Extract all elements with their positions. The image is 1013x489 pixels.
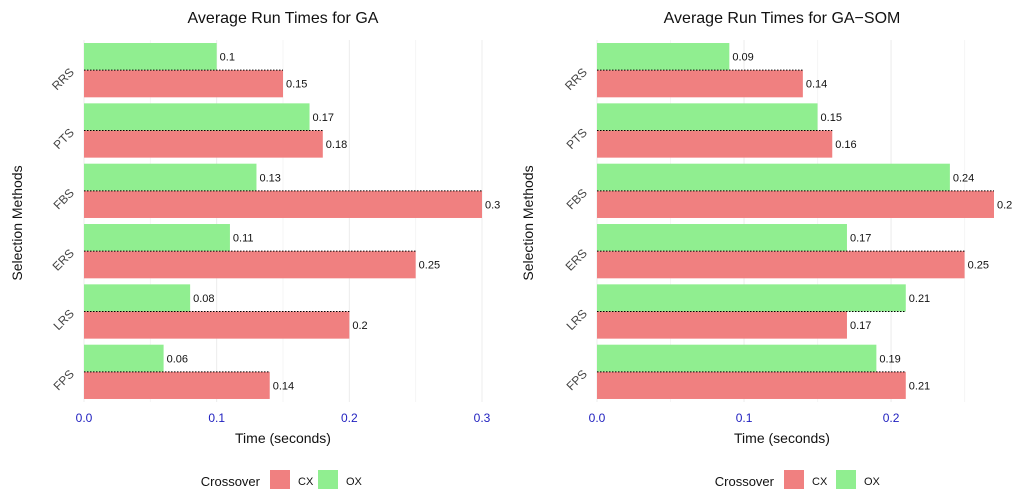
data-label: 0.11 bbox=[233, 233, 254, 245]
bar-ox-pts bbox=[84, 103, 310, 131]
y-tick-label: FBS bbox=[51, 186, 77, 212]
x-tick-label: 0.0 bbox=[76, 411, 93, 425]
bar-ox-rrs bbox=[597, 43, 730, 71]
chart-title: Average Run Times for GA bbox=[188, 10, 379, 27]
bar-ox-ers bbox=[84, 224, 230, 252]
legend-swatch-ox bbox=[318, 470, 338, 489]
data-label: 0.06 bbox=[167, 353, 188, 365]
data-labels: 0.1 0.15 0.17 0.18 0.13 0.3 0.11 0.25 0.08 0.2 0.0… bbox=[167, 52, 501, 393]
y-tick-labels: RRS PTS FBS ERS LRS FPS bbox=[562, 65, 590, 393]
y-tick-label: ERS bbox=[563, 246, 590, 273]
data-label: 0.15 bbox=[286, 79, 307, 91]
legend: Crossover CX OX bbox=[715, 470, 881, 489]
data-label: 0.14 bbox=[273, 380, 294, 392]
x-tick-label: 0.2 bbox=[341, 411, 358, 425]
bar-ox-fbs bbox=[84, 163, 257, 191]
bar-cx-lrs bbox=[84, 311, 350, 339]
y-tick-label: FPS bbox=[564, 367, 590, 393]
data-label: 0.3 bbox=[485, 199, 500, 211]
y-tick-label: ERS bbox=[50, 246, 77, 273]
legend-label-cx: CX bbox=[812, 476, 828, 488]
y-tick-labels: RRS PTS FBS ERS LRS FPS bbox=[49, 65, 77, 393]
data-label: 0.1 bbox=[220, 52, 235, 64]
legend-title: Crossover bbox=[201, 474, 261, 489]
gridlines bbox=[83, 40, 483, 402]
bar-ox-lrs bbox=[84, 284, 191, 312]
bar-cx-lrs bbox=[597, 311, 847, 339]
bar-cx-fbs bbox=[84, 190, 482, 218]
data-label: 0.15 bbox=[821, 112, 842, 124]
y-tick-label: LRS bbox=[51, 307, 77, 333]
y-axis-title: Selection Methods bbox=[520, 165, 536, 280]
bar-cx-pts bbox=[597, 130, 833, 158]
bar-cx-pts bbox=[84, 130, 323, 158]
gridlines bbox=[596, 40, 966, 402]
data-label: 0.2 bbox=[352, 320, 367, 332]
bar-cx-rrs bbox=[597, 70, 803, 98]
chart-panel-ga: Average Run Times for GA 0.1 0.15 0.17 0.18… bbox=[9, 10, 500, 489]
y-tick-label: RRS bbox=[49, 65, 77, 93]
bars bbox=[84, 43, 482, 399]
x-axis-title: Time (seconds) bbox=[734, 430, 830, 446]
data-label: 0.17 bbox=[313, 112, 334, 124]
x-tick-label: 0.3 bbox=[474, 411, 491, 425]
chart-title: Average Run Times for GA−SOM bbox=[664, 10, 901, 27]
legend: Crossover CX OX bbox=[201, 470, 363, 489]
bar-cx-fps bbox=[84, 371, 270, 399]
data-label: 0.2 bbox=[997, 199, 1012, 211]
x-tick-label: 0.1 bbox=[208, 411, 225, 425]
legend-label-ox: OX bbox=[864, 476, 881, 488]
data-label: 0.08 bbox=[193, 293, 214, 305]
bar-ox-ers bbox=[597, 224, 847, 252]
bar-cx-ers bbox=[84, 251, 416, 279]
y-tick-label: FPS bbox=[51, 367, 77, 393]
bar-ox-fbs bbox=[597, 163, 950, 191]
data-label: 0.13 bbox=[259, 172, 280, 184]
bar-ox-lrs bbox=[597, 284, 906, 312]
y-tick-label: PTS bbox=[51, 126, 77, 152]
data-label: 0.17 bbox=[850, 233, 871, 245]
data-label: 0.19 bbox=[879, 353, 900, 365]
y-tick-label: PTS bbox=[564, 126, 590, 152]
chart-panel-ga-som: Average Run Times for GA−SOM 0.09 0.14 0.1… bbox=[520, 10, 1012, 489]
data-label: 0.21 bbox=[909, 380, 930, 392]
bar-cx-ers bbox=[597, 251, 965, 279]
data-label: 0.16 bbox=[835, 139, 856, 151]
bar-ox-pts bbox=[597, 103, 818, 131]
bar-ox-fps bbox=[597, 344, 877, 372]
data-label: 0.17 bbox=[850, 320, 871, 332]
legend-swatch-cx bbox=[784, 470, 804, 489]
legend-label-ox: OX bbox=[346, 476, 363, 488]
bar-cx-fps bbox=[597, 371, 906, 399]
y-tick-label: LRS bbox=[564, 307, 590, 333]
x-tick-label: 0.2 bbox=[883, 411, 900, 425]
data-label: 0.14 bbox=[806, 79, 827, 91]
data-label: 0.24 bbox=[953, 172, 974, 184]
legend-swatch-ox bbox=[836, 470, 856, 489]
x-tick-label: 0.1 bbox=[736, 411, 753, 425]
data-labels: 0.09 0.14 0.15 0.16 0.24 0.2 0.17 0.25 0.21 0.17 0… bbox=[732, 52, 1012, 393]
bar-cx-fbs bbox=[597, 190, 994, 218]
x-tick-labels: 0.0 0.1 0.2 bbox=[589, 411, 900, 425]
data-label: 0.25 bbox=[968, 260, 989, 272]
y-axis-title: Selection Methods bbox=[9, 165, 25, 280]
legend-label-cx: CX bbox=[298, 476, 314, 488]
data-label: 0.21 bbox=[909, 293, 930, 305]
data-label: 0.25 bbox=[419, 260, 440, 272]
x-axis-title: Time (seconds) bbox=[235, 430, 331, 446]
x-tick-labels: 0.0 0.1 0.2 0.3 bbox=[76, 411, 491, 425]
data-label: 0.09 bbox=[732, 52, 753, 64]
legend-swatch-cx bbox=[270, 470, 290, 489]
data-label: 0.18 bbox=[326, 139, 347, 151]
bars bbox=[597, 43, 994, 399]
x-tick-label: 0.0 bbox=[589, 411, 606, 425]
bar-ox-fps bbox=[84, 344, 164, 372]
y-tick-label: RRS bbox=[562, 65, 590, 93]
bar-cx-rrs bbox=[84, 70, 283, 98]
bar-ox-rrs bbox=[84, 43, 217, 71]
legend-title: Crossover bbox=[715, 474, 775, 489]
y-tick-label: FBS bbox=[564, 186, 590, 212]
